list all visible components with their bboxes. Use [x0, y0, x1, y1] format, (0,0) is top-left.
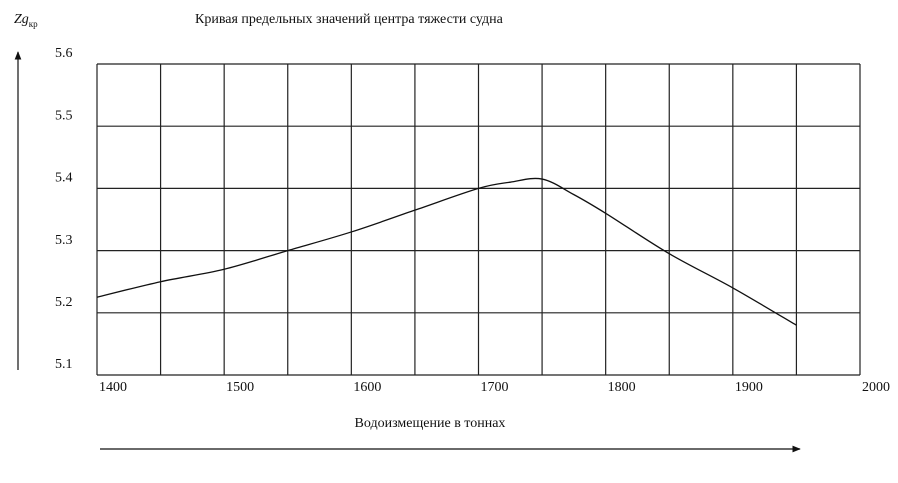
y-tick-label: 5.1	[55, 357, 73, 372]
data-line	[96, 177, 797, 326]
x-tick-label: 1600	[353, 380, 381, 395]
x-tick-label: 1700	[481, 380, 509, 395]
y-axis-label: Zgкр	[14, 12, 38, 29]
x-tick-label: 2000	[862, 380, 890, 395]
x-tick-label: 1400	[99, 380, 127, 395]
y-tick-label: 5.4	[55, 171, 73, 186]
y-tick-label: 5.2	[55, 295, 73, 310]
y-tick-label: 5.6	[55, 46, 73, 61]
x-tick-label: 1500	[226, 380, 254, 395]
y-tick-label: 5.3	[55, 233, 73, 248]
y-tick-label: 5.5	[55, 108, 73, 123]
y-label-sub: кр	[29, 19, 38, 29]
x-tick-label: 1800	[608, 380, 636, 395]
x-tick-label: 1900	[735, 380, 763, 395]
x-axis-label: Водоизмещение в тоннах	[355, 416, 506, 431]
chart-title: Кривая предельных значений центра тяжест…	[195, 12, 504, 27]
y-label-main: Zg	[14, 12, 29, 27]
